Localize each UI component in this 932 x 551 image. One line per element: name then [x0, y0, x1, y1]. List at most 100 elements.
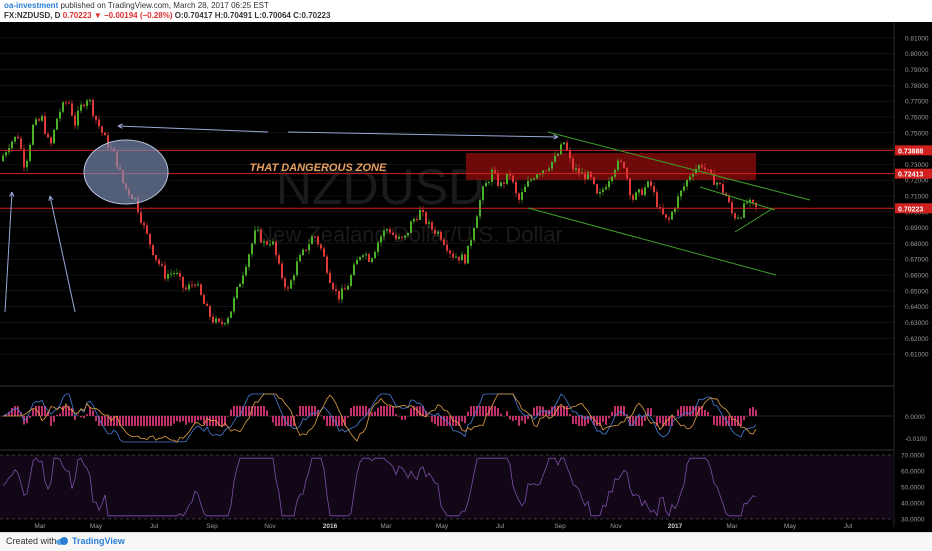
candle-body	[638, 189, 640, 193]
macd-bar	[320, 415, 322, 416]
macd-bar	[257, 406, 259, 416]
macd-bar	[683, 406, 685, 416]
footer-tradingview[interactable]: TradingView	[72, 536, 125, 546]
candle-body	[683, 186, 685, 191]
candle-body	[530, 179, 532, 181]
level-badge-text: 0.72413	[898, 172, 923, 179]
candle-body	[200, 284, 202, 295]
macd-bar	[395, 413, 397, 416]
candle-body	[674, 208, 676, 212]
macd-bar	[344, 416, 346, 426]
time-tick-label: Mar	[726, 523, 738, 530]
candle-body	[266, 241, 268, 245]
macd-bar	[317, 409, 319, 416]
macd-bar	[566, 406, 568, 416]
macd-bar	[38, 406, 40, 416]
candle-body	[482, 186, 484, 201]
candle-body	[383, 230, 385, 237]
price-tick-label: 0.67000	[905, 257, 929, 264]
candle-body	[500, 182, 502, 187]
candle-body	[467, 245, 469, 264]
rsi-panel: 70.0000 60.0000 50.0000 40.0000 30.0000	[0, 449, 925, 524]
candle-body	[302, 249, 304, 256]
highlight-ellipse	[83, 139, 169, 205]
high-value: H:0.70491	[214, 11, 253, 20]
candle-body	[659, 207, 661, 209]
macd-bar	[332, 416, 334, 426]
macd-bar	[179, 416, 181, 423]
candle-body	[239, 283, 241, 288]
candle-body	[368, 254, 370, 262]
price-tick-label: 0.62000	[905, 336, 929, 343]
candle-body	[221, 321, 223, 324]
candle-body	[320, 244, 322, 249]
candle-body	[338, 290, 340, 300]
macd-bar	[92, 410, 94, 416]
macd-bar	[671, 416, 673, 426]
publish-line: oa-investment published on TradingView.c…	[4, 1, 269, 10]
candle-body	[47, 133, 49, 138]
candle-body	[209, 305, 211, 317]
macd-bar	[635, 416, 637, 426]
candle-body	[272, 241, 274, 245]
candle-body	[287, 287, 289, 289]
author-link[interactable]: oa-investment	[4, 1, 59, 10]
time-tick-label: May	[90, 523, 103, 530]
macd-bar	[527, 416, 529, 420]
candle-body	[488, 181, 490, 184]
macd-bar	[146, 416, 148, 426]
time-tick-label: Mar	[380, 523, 392, 530]
candle-body	[182, 276, 184, 288]
macd-bar	[533, 407, 535, 416]
macd-bar	[536, 406, 538, 416]
macd-bar	[638, 416, 640, 426]
macd-bar	[749, 408, 751, 416]
candle-body	[464, 254, 466, 264]
candle-body	[533, 178, 535, 180]
price-chart[interactable]: NZDUSD New Zealand Dollar/U.S. Dollar TH…	[0, 22, 932, 532]
macd-bar	[719, 416, 721, 426]
time-tick-label: Jul	[496, 523, 505, 530]
macd-bar	[521, 416, 523, 421]
macd-bar	[44, 406, 46, 416]
candle-body	[617, 160, 619, 170]
macd-tick-0: 0.0000	[905, 414, 925, 421]
rsi-tick-label: 70.0000	[901, 453, 925, 460]
macd-bar	[548, 409, 550, 416]
candles	[2, 98, 757, 327]
time-tick-label: Sep	[554, 523, 566, 530]
macd-bar	[206, 416, 208, 426]
candle-body	[398, 236, 400, 239]
macd-bar	[659, 416, 661, 424]
macd-bar	[119, 416, 121, 426]
candle-body	[701, 165, 703, 168]
macd-bar	[470, 406, 472, 416]
candle-body	[44, 115, 46, 134]
macd-bar	[428, 416, 430, 417]
macd-bar	[50, 416, 52, 426]
macd-bar	[77, 415, 79, 416]
candle-body	[317, 236, 319, 245]
macd-bar	[224, 416, 226, 426]
candle-body	[437, 231, 439, 234]
candle-body	[737, 217, 739, 219]
candle-body	[719, 182, 721, 185]
candle-body	[164, 265, 166, 279]
macd-bar	[188, 416, 190, 423]
macd-bar	[170, 416, 172, 426]
macd-bar	[56, 414, 58, 416]
price-tick-label: 0.69000	[905, 225, 929, 232]
candle-body	[158, 259, 160, 265]
macd-bar	[689, 406, 691, 416]
candle-body	[473, 228, 475, 241]
candle-body	[692, 173, 694, 177]
candle-body	[443, 239, 445, 245]
candle-body	[545, 170, 547, 172]
candle-body	[401, 236, 403, 238]
candle-body	[566, 142, 568, 151]
candle-body	[161, 264, 163, 266]
candle-body	[257, 229, 259, 231]
macd-bar	[347, 416, 349, 418]
price-tick-label: 0.63000	[905, 320, 929, 327]
macd-bar	[86, 414, 88, 416]
